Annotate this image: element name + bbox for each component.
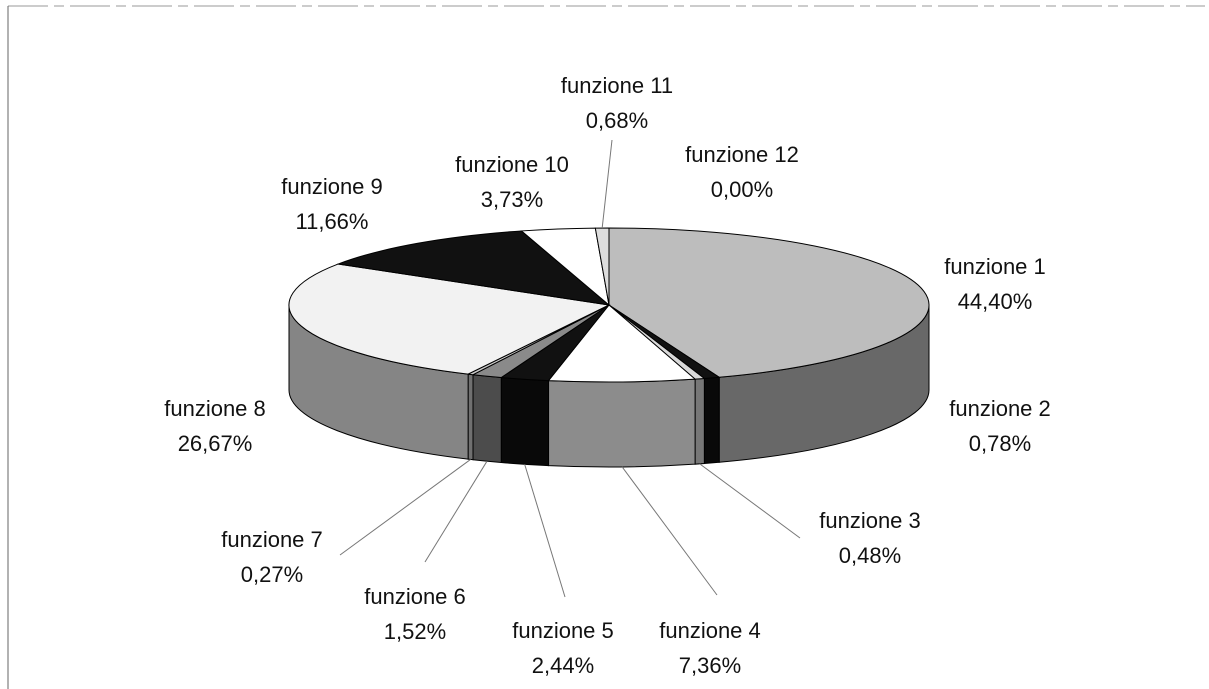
slice-side xyxy=(694,377,705,465)
slice-value-label: 26,67% xyxy=(178,431,253,456)
slice-label: funzione 12 xyxy=(685,142,799,167)
slice-side xyxy=(500,376,550,467)
leader-line xyxy=(621,466,718,596)
slice-value-label: 0,68% xyxy=(586,108,648,133)
slice-value-label: 44,40% xyxy=(958,289,1033,314)
slice xyxy=(336,230,611,306)
leader-line xyxy=(601,139,613,229)
slice-side xyxy=(467,373,474,461)
slice-value-label: 0,78% xyxy=(969,431,1031,456)
slice-label: funzione 8 xyxy=(164,396,266,421)
leader-line xyxy=(424,460,488,563)
slice-value-label: 0,00% xyxy=(711,177,773,202)
slice-label: funzione 4 xyxy=(659,618,761,643)
leader-line xyxy=(699,463,801,539)
slice-label: funzione 7 xyxy=(221,527,323,552)
slice-value-label: 1,52% xyxy=(384,619,446,644)
slice-label: funzione 11 xyxy=(561,73,673,98)
slice-value-label: 3,73% xyxy=(481,187,543,212)
slice-value-label: 0,48% xyxy=(839,543,901,568)
slice xyxy=(288,263,611,375)
slice-side xyxy=(472,374,502,464)
slice-value-label: 0,27% xyxy=(241,562,303,587)
leader-line xyxy=(524,464,566,598)
slice-label: funzione 6 xyxy=(364,584,466,609)
leader-line xyxy=(339,459,471,556)
slice-label: funzione 10 xyxy=(455,152,569,177)
slice-label: funzione 5 xyxy=(512,618,614,643)
slice-value-label: 7,36% xyxy=(679,653,741,678)
slice-label: funzione 1 xyxy=(944,254,1046,279)
slice-label: funzione 9 xyxy=(281,174,383,199)
slice xyxy=(547,304,697,383)
slice-label: funzione 3 xyxy=(819,508,921,533)
slice-side xyxy=(548,378,696,468)
slice-side xyxy=(703,376,720,465)
slice-value-label: 2,44% xyxy=(532,653,594,678)
slice-value-label: 11,66% xyxy=(296,209,369,234)
slice xyxy=(608,227,930,378)
slice-label: funzione 2 xyxy=(949,396,1051,421)
